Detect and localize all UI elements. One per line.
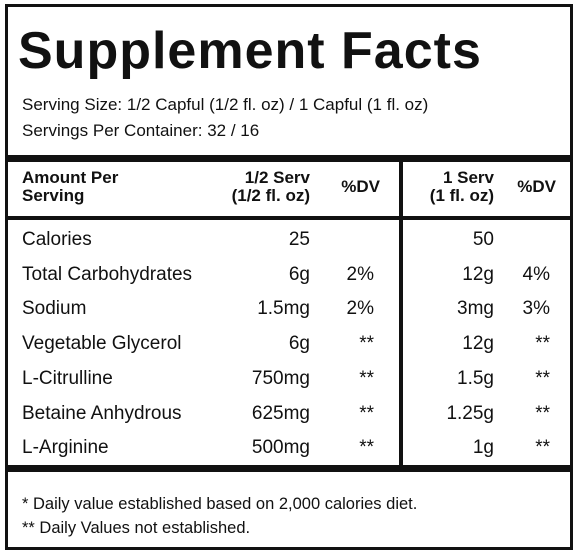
- nutrient-value: **: [535, 367, 550, 389]
- nutrient-value: **: [359, 437, 374, 459]
- header-cell: Serving: [22, 186, 85, 205]
- nutrient-value: 1.5g: [457, 367, 494, 389]
- nutrient-value: 750mg: [251, 367, 310, 389]
- nutrient-value: **: [359, 333, 374, 355]
- nutrient-name: L-Arginine: [22, 437, 109, 459]
- thick-rule: [8, 465, 570, 472]
- header-cell: Amount Per: [22, 168, 119, 187]
- nutrient-name: L-Citrulline: [22, 367, 113, 389]
- nutrient-value: 12g: [462, 263, 494, 285]
- nutrient-value: 1g: [472, 437, 494, 459]
- nutrient-value: 6g: [288, 333, 310, 355]
- nutrient-value: 1.5mg: [257, 298, 310, 320]
- footnote: * Daily value established based on 2,000…: [22, 495, 418, 513]
- header-cell: (1 fl. oz): [429, 186, 494, 205]
- supplement-facts-label: Supplement Facts Serving Size: 1/2 Capfu…: [5, 4, 573, 550]
- nutrient-value: 6g: [288, 263, 310, 285]
- nutrient-name: Sodium: [22, 298, 87, 320]
- nutrient-name: Calories: [22, 229, 92, 250]
- nutrient-value: 2%: [346, 263, 374, 285]
- servings-per-container: Servings Per Container: 32 / 16: [22, 121, 260, 140]
- nutrient-name: Vegetable Glycerol: [22, 333, 182, 355]
- nutrient-value: 12g: [462, 333, 494, 355]
- header-cell: %DV: [341, 177, 380, 196]
- footnote: ** Daily Values not established.: [22, 519, 251, 537]
- nutrient-value: 625mg: [251, 402, 310, 424]
- nutrient-value: **: [535, 437, 550, 459]
- nutrient-name: Betaine Anhydrous: [22, 402, 182, 424]
- header-cell: %DV: [517, 177, 556, 196]
- nutrient-value: 1.25g: [446, 402, 494, 424]
- nutrient-value: **: [535, 402, 550, 424]
- nutrient-value: **: [359, 367, 374, 389]
- nutrient-value: 4%: [522, 263, 550, 285]
- nutrient-value: **: [359, 402, 374, 424]
- serving-size: Serving Size: 1/2 Capful (1/2 fl. oz) / …: [22, 95, 429, 114]
- nutrient-value: 25: [288, 229, 310, 250]
- nutrient-name: Total Carbohydrates: [22, 263, 193, 285]
- header-rule: [8, 216, 570, 220]
- nutrient-value: 3mg: [457, 298, 494, 320]
- header-cell: (1/2 fl. oz): [231, 186, 310, 205]
- nutrient-value: 3%: [522, 298, 550, 320]
- nutrient-value: 2%: [346, 298, 374, 320]
- header-cell: 1 Serv: [442, 168, 494, 187]
- nutrient-value: 500mg: [251, 437, 310, 459]
- column-divider: [399, 155, 403, 465]
- nutrient-value: 50: [472, 229, 494, 250]
- nutrient-value: **: [535, 333, 550, 355]
- thick-rule: [8, 155, 570, 162]
- header-cell: 1/2 Serv: [244, 168, 310, 187]
- title: Supplement Facts: [18, 22, 482, 80]
